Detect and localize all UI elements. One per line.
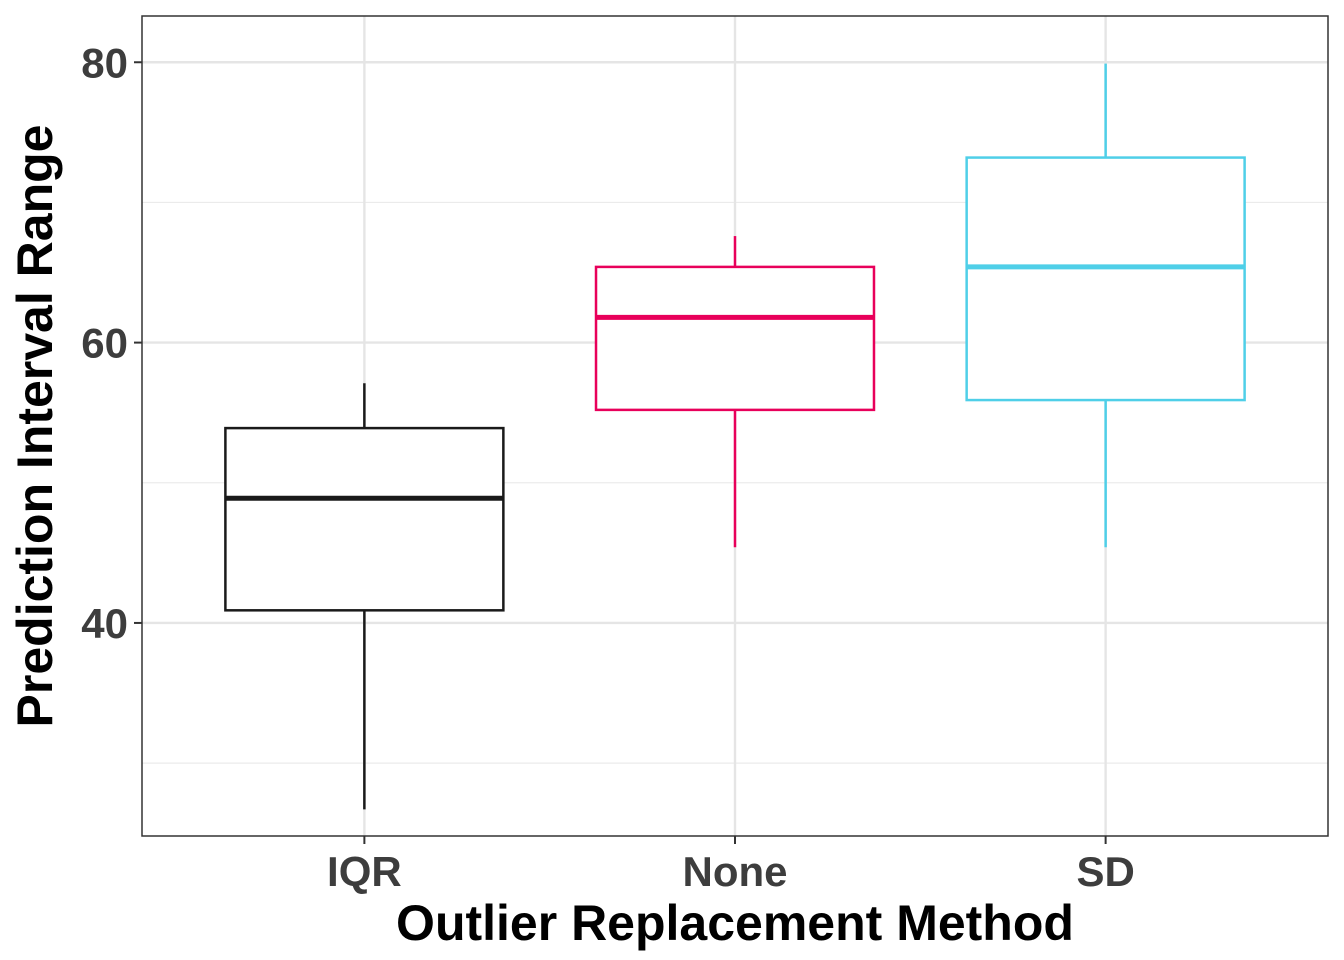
x-tick-label: None: [683, 848, 788, 895]
iqr-box: [594, 265, 876, 412]
y-axis-title: Prediction Interval Range: [7, 125, 63, 728]
iqr-box: [965, 156, 1246, 402]
x-axis-title: Outlier Replacement Method: [396, 895, 1074, 951]
x-tick-label: SD: [1076, 848, 1134, 895]
x-axis: IQR None SD: [327, 836, 1135, 895]
y-tick-label: 40: [81, 600, 128, 647]
box-iqr: [224, 383, 505, 810]
y-tick-label: 80: [81, 39, 128, 86]
x-tick-label: IQR: [327, 848, 402, 895]
y-tick-label: 60: [81, 320, 128, 367]
box-none: [594, 236, 876, 548]
box-series: [224, 63, 1246, 810]
box-sd: [965, 63, 1246, 548]
y-axis: 40 60 80: [81, 39, 142, 647]
iqr-box: [224, 426, 505, 612]
